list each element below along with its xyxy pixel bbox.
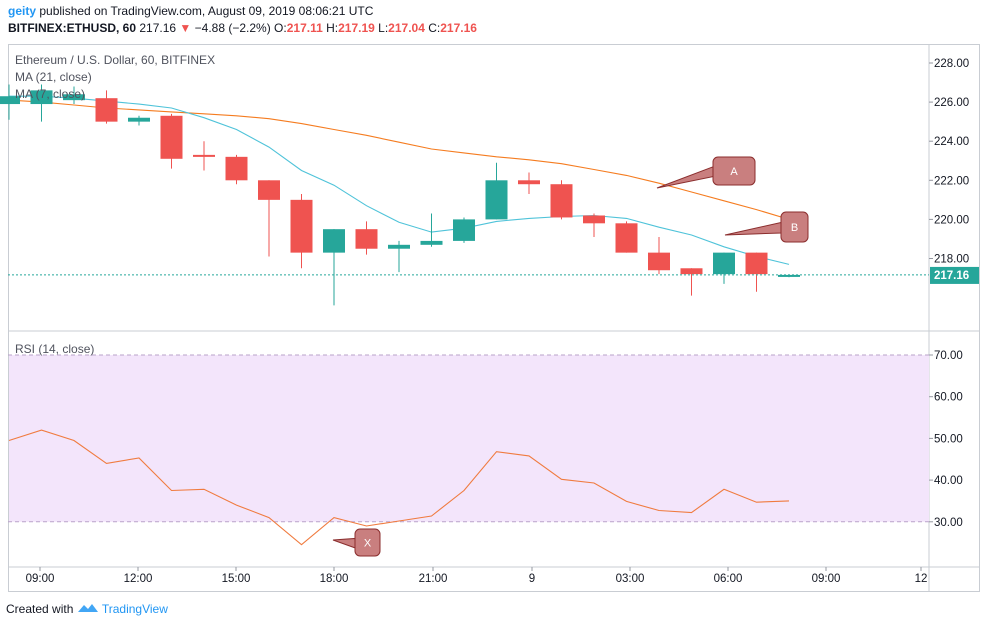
time-tick-label: 15:00 <box>222 573 251 585</box>
callout-x-box <box>354 528 381 557</box>
low-value: 217.04 <box>388 21 425 35</box>
down-arrow-icon: ▼ <box>179 21 192 35</box>
tradingview-logo-icon <box>77 604 98 612</box>
candle-body <box>583 215 605 224</box>
callout-b-box <box>780 211 809 243</box>
candle-body <box>193 154 215 157</box>
candle-body <box>388 244 410 249</box>
legend-ma21: MA (21, close) <box>15 70 92 84</box>
ma7-line <box>9 95 790 265</box>
candle-body <box>160 115 183 159</box>
tradingview-brand[interactable]: TradingView <box>101 602 168 616</box>
rsi-tick-label: 70.00 <box>934 350 963 362</box>
last-price: 217.16 <box>139 21 177 35</box>
chart-frame <box>8 44 980 592</box>
callout-x-text: X <box>364 538 372 550</box>
candle-body <box>258 180 280 200</box>
candle-body <box>355 229 378 249</box>
rsi-tick-label: 60.00 <box>934 392 963 404</box>
footer: Created with TradingView <box>6 602 168 616</box>
rsi-tick-label: 40.00 <box>934 475 963 487</box>
candle-body <box>63 94 85 101</box>
price-tick-label: 220.00 <box>934 214 969 226</box>
candle-body <box>420 240 443 245</box>
last-price-label: 217.16 <box>934 270 969 282</box>
legend-ma7: MA (7, close) <box>15 87 86 101</box>
time-tick-label: 21:00 <box>419 573 448 585</box>
time-tick-label: 12 <box>915 573 928 585</box>
price-tick-label: 222.00 <box>934 175 969 187</box>
time-tick-label: 9 <box>529 573 535 585</box>
candle-body <box>453 219 475 241</box>
ma21-line <box>8 99 790 220</box>
candle-body <box>323 229 345 253</box>
open-value: 217.11 <box>286 21 323 35</box>
candle-body <box>680 268 703 275</box>
candle-body <box>778 274 800 277</box>
time-tick-label: 03:00 <box>616 573 645 585</box>
time-tick-label: 09:00 <box>26 573 55 585</box>
published-text: published on TradingView.com, August 09,… <box>39 4 374 18</box>
price-change: −4.88 (−2.2%) <box>194 21 271 35</box>
candle-body <box>30 90 53 105</box>
rsi-tick-label: 30.00 <box>934 517 963 529</box>
legend-rsi: RSI (14, close) <box>15 342 95 356</box>
time-tick-label: 18:00 <box>320 573 349 585</box>
candle-body <box>518 180 540 185</box>
time-tick-label: 06:00 <box>714 573 743 585</box>
created-with-text: Created with <box>6 602 74 616</box>
candle-body <box>95 98 118 122</box>
callout-x-pointer <box>332 537 356 549</box>
legend-title: Ethereum / U.S. Dollar, 60, BITFINEX <box>15 53 216 67</box>
callout-b-text: B <box>791 222 798 234</box>
candle-body <box>745 252 768 275</box>
price-tick-label: 228.00 <box>934 58 969 70</box>
candle-body <box>648 252 670 271</box>
candle-body <box>128 117 150 122</box>
candle-body <box>713 252 735 275</box>
candle-body <box>550 184 573 218</box>
time-tick-label: 09:00 <box>812 573 841 585</box>
last-price-badge <box>930 266 979 284</box>
author-name[interactable]: geity <box>8 4 37 18</box>
close-value: 217.16 <box>440 21 477 35</box>
callout-b-pointer <box>724 221 782 236</box>
rsi-band <box>9 355 929 522</box>
high-value: 217.19 <box>338 21 375 35</box>
rsi-tick-label: 50.00 <box>934 433 963 445</box>
callout-a-box <box>712 156 756 186</box>
open-label: O: <box>274 21 287 35</box>
candle-body <box>290 199 313 253</box>
callout-a-pointer <box>656 166 714 189</box>
rsi-line <box>8 429 790 546</box>
candle-body <box>0 96 20 105</box>
price-tick-label: 224.00 <box>934 136 969 148</box>
candle-body <box>225 156 248 181</box>
candle-body <box>615 223 638 253</box>
symbol-label: BITFINEX:ETHUSD, 60 <box>8 21 137 35</box>
price-tick-label: 218.00 <box>934 254 969 266</box>
time-tick-label: 12:00 <box>124 573 153 585</box>
close-label: C: <box>428 21 441 35</box>
callout-a-text: A <box>730 166 738 178</box>
candle-body <box>485 180 508 220</box>
high-label: H: <box>326 21 339 35</box>
price-tick-label: 226.00 <box>934 97 969 109</box>
chart-header: geity published on TradingView.com, Augu… <box>8 3 477 37</box>
low-label: L: <box>378 21 389 35</box>
